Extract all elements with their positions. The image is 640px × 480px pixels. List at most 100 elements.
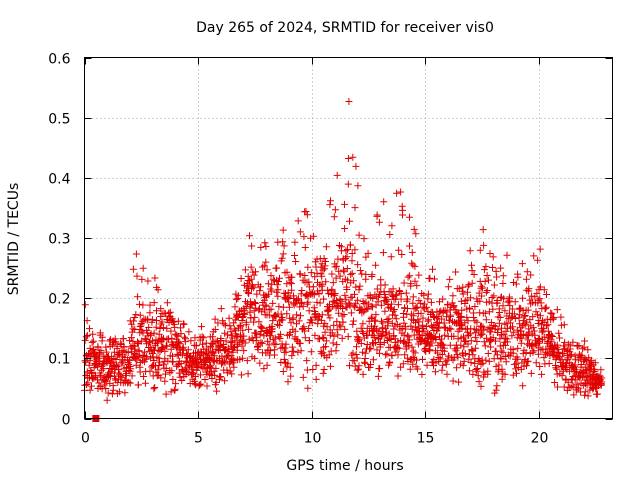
data-point (482, 316, 490, 324)
data-point (329, 279, 337, 287)
data-point (506, 309, 513, 317)
data-point (267, 305, 275, 313)
data-point (97, 371, 105, 379)
data-point (501, 307, 509, 315)
data-point (273, 264, 281, 272)
data-point (510, 310, 518, 318)
data-point (305, 278, 313, 286)
data-point (591, 359, 599, 367)
data-point (214, 319, 222, 327)
data-point (262, 258, 270, 266)
data-point (273, 281, 281, 289)
data-point (555, 329, 563, 337)
data-point (477, 382, 485, 390)
data-point (394, 301, 402, 309)
data-point (388, 300, 395, 308)
data-point (197, 380, 205, 388)
data-point (352, 162, 360, 170)
data-point (439, 361, 447, 369)
data-point (457, 341, 465, 349)
data-point (480, 241, 488, 249)
data-point (517, 339, 525, 347)
data-point (446, 275, 454, 283)
data-point (519, 322, 527, 330)
data-point (244, 370, 252, 378)
data-point (333, 326, 341, 334)
data-point (444, 283, 452, 291)
data-point (405, 336, 413, 344)
data-point (443, 308, 451, 316)
data-point (243, 357, 251, 365)
data-point (134, 381, 142, 389)
data-point (574, 384, 582, 392)
data-point (88, 338, 96, 346)
data-point (537, 299, 545, 307)
data-point (150, 357, 158, 364)
data-point (435, 354, 443, 361)
data-point (295, 317, 303, 325)
data-point (296, 339, 304, 347)
data-point (362, 253, 370, 261)
data-point (228, 370, 236, 378)
data-point (499, 272, 507, 280)
data-point (289, 315, 297, 323)
data-point (318, 311, 326, 319)
data-point (584, 346, 592, 354)
data-point (362, 270, 370, 278)
data-point (485, 276, 492, 284)
data-point (167, 327, 175, 335)
data-point (256, 359, 264, 367)
data-point (399, 206, 407, 214)
data-point (319, 349, 327, 357)
data-point (389, 285, 397, 293)
data-point (126, 379, 134, 387)
data-point (350, 317, 357, 325)
data-point (519, 317, 527, 325)
data-point (354, 182, 362, 190)
data-point (546, 332, 554, 340)
data-point (268, 325, 276, 333)
data-point (301, 244, 309, 251)
data-point (232, 295, 240, 303)
data-point (414, 365, 422, 373)
data-point (263, 266, 271, 274)
data-point (156, 325, 164, 332)
data-point (402, 289, 410, 297)
data-point (336, 272, 344, 280)
data-point (157, 374, 165, 382)
data-point (269, 276, 277, 284)
data-point (468, 346, 476, 354)
data-point (288, 273, 296, 281)
data-point (581, 337, 589, 345)
data-point (426, 274, 434, 282)
data-point (335, 267, 343, 275)
data-point (128, 320, 136, 328)
x-axis-title: GPS time / hours (286, 458, 403, 474)
data-point (424, 295, 432, 303)
data-point (425, 316, 433, 324)
data-point (342, 296, 350, 304)
data-point (502, 358, 510, 366)
data-point (102, 377, 110, 385)
data-point (373, 211, 381, 219)
data-point (294, 217, 302, 225)
data-point (438, 315, 446, 323)
data-point (573, 368, 580, 376)
axes: 0 0.1 0.2 0.3 0.4 0.5 0.6 0 5 10 15 20 (48, 52, 613, 447)
data-point (540, 286, 548, 294)
data-point (211, 326, 219, 333)
data-point (569, 338, 577, 346)
data-point (590, 365, 598, 373)
data-point (81, 301, 89, 309)
data-point (404, 305, 411, 312)
data-point (112, 356, 120, 363)
data-point (181, 333, 188, 341)
data-point (478, 292, 486, 300)
data-point (578, 351, 586, 359)
data-point (158, 318, 166, 326)
data-point (476, 246, 484, 254)
data-point (279, 303, 287, 311)
data-point (509, 371, 517, 379)
data-point (301, 327, 309, 335)
data-point (496, 335, 504, 343)
